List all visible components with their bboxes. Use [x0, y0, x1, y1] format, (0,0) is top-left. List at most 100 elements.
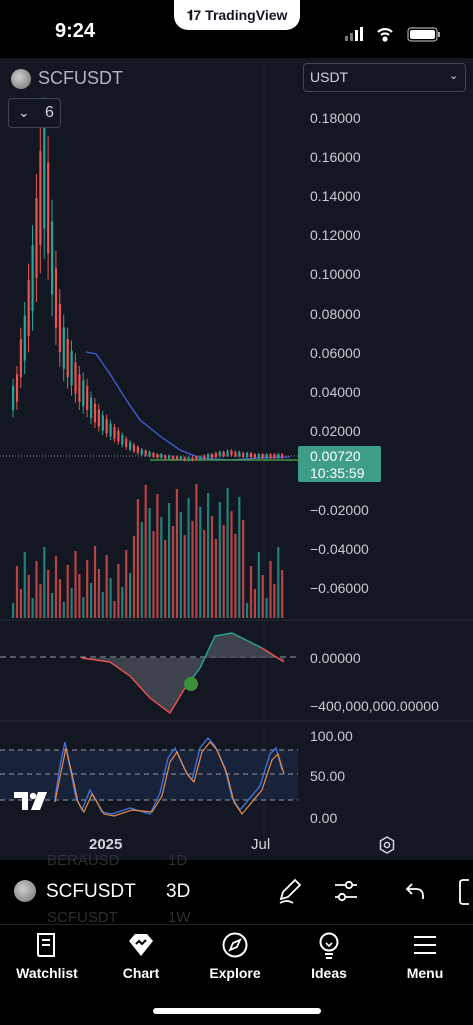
candle — [62, 327, 65, 369]
chart-symbol[interactable]: SCFUSDT — [38, 68, 123, 88]
volume-bar — [277, 547, 280, 618]
candle — [160, 454, 163, 458]
volume-bar — [160, 517, 163, 618]
volume-bar — [39, 584, 42, 618]
volume-bar — [54, 556, 58, 618]
currency-select[interactable] — [303, 63, 466, 92]
nav-item-chart[interactable]: Chart — [96, 932, 186, 982]
fullscreen-icon[interactable] — [457, 878, 473, 906]
candle — [121, 435, 124, 445]
nav-label: Chart — [122, 965, 160, 981]
volume-bar — [136, 499, 139, 618]
volume-bar — [214, 539, 217, 618]
chart-canvas[interactable] — [0, 58, 473, 860]
candle — [195, 456, 198, 460]
settings-icon[interactable] — [378, 836, 396, 854]
candle — [273, 454, 276, 458]
candle — [144, 450, 147, 456]
volume-bar — [15, 566, 19, 618]
candle — [269, 454, 272, 458]
ghost-interval: 1D — [168, 852, 188, 869]
volume-bar — [121, 587, 124, 618]
candle — [86, 386, 89, 410]
candle — [132, 444, 136, 452]
moving-average-line — [85, 351, 291, 461]
volume-bar — [265, 598, 268, 618]
volume-bar — [269, 561, 272, 618]
indicator1-tick: −400,000,000.00000 — [310, 698, 439, 714]
volume-bar — [195, 484, 198, 618]
candle — [218, 451, 221, 457]
ghost-symbol: SCFUSDT — [47, 909, 118, 926]
candle — [90, 397, 93, 419]
volume-bar — [125, 550, 128, 618]
candle — [203, 455, 206, 459]
candle — [179, 456, 182, 460]
hamburger-icon — [414, 936, 436, 954]
crossover-marker — [184, 677, 198, 691]
volume-bar — [187, 498, 190, 618]
price-tick: −0.06000 — [310, 580, 369, 596]
indicators-settings-icon[interactable] — [333, 879, 359, 903]
bar-countdown: 10:35:59 — [310, 465, 365, 481]
indicator2-tick: 50.00 — [310, 768, 346, 784]
volume-bar — [47, 570, 50, 618]
volume-bar — [257, 552, 260, 618]
candle — [214, 452, 217, 458]
candle — [58, 303, 61, 353]
volume-bar — [90, 583, 93, 618]
watchlist-icon — [37, 933, 55, 957]
indicators-toggle-button[interactable] — [8, 98, 61, 128]
nav-item-ideas[interactable]: Ideas — [284, 932, 374, 982]
volume-bar — [249, 566, 253, 618]
tradingview-logo-icon: 𝟏7 — [186, 6, 202, 23]
volume-bar — [43, 547, 46, 618]
candle — [164, 455, 167, 459]
symbol-search-button[interactable]: SCFUSDT — [46, 881, 136, 902]
candle — [27, 280, 30, 336]
candles — [12, 97, 284, 462]
candle — [54, 268, 58, 328]
drawing-tool-icon[interactable] — [277, 877, 303, 905]
nav-item-menu[interactable]: Menu — [380, 932, 470, 982]
chart-icon — [129, 934, 153, 956]
last-price-badge — [298, 446, 381, 482]
price-tick: 0.08000 — [310, 306, 361, 322]
candle — [226, 450, 229, 456]
chart-toolbar — [0, 860, 473, 924]
undo-icon[interactable] — [404, 881, 426, 901]
candle — [113, 427, 116, 439]
tradingview-banner[interactable]: 𝟏7 TradingView — [174, 0, 300, 30]
nav-item-watchlist[interactable]: Watchlist — [2, 932, 92, 982]
nav-item-explore[interactable]: Explore — [190, 932, 280, 982]
chevron-down-icon: ⌄ — [449, 70, 459, 82]
candle — [187, 457, 190, 461]
indicator1-tick: 0.00000 — [310, 650, 361, 666]
volume-bar — [261, 575, 264, 618]
interval-button[interactable]: 3D — [166, 881, 191, 902]
battery-icon — [407, 27, 440, 42]
banner-label: TradingView — [205, 7, 288, 23]
volume-bar — [82, 597, 85, 618]
volume-bar — [101, 592, 104, 618]
volume-bar — [246, 603, 249, 618]
price-tick: 0.18000 — [310, 110, 361, 126]
candle — [23, 315, 26, 361]
signal-icon — [345, 27, 363, 41]
volume-bar — [19, 589, 22, 618]
candle — [125, 438, 128, 448]
candle — [136, 447, 139, 453]
volume-bar — [93, 546, 97, 618]
nav-label: Menu — [406, 965, 444, 981]
candle — [19, 339, 22, 377]
volume-bar — [144, 485, 147, 618]
volume-bar — [105, 555, 108, 618]
candle — [31, 245, 34, 311]
volume-bar — [109, 578, 112, 618]
candle — [265, 454, 268, 458]
candle — [238, 451, 241, 457]
candle — [97, 409, 100, 427]
candle — [222, 451, 225, 457]
candle — [210, 454, 214, 458]
volume-bar — [281, 570, 284, 618]
